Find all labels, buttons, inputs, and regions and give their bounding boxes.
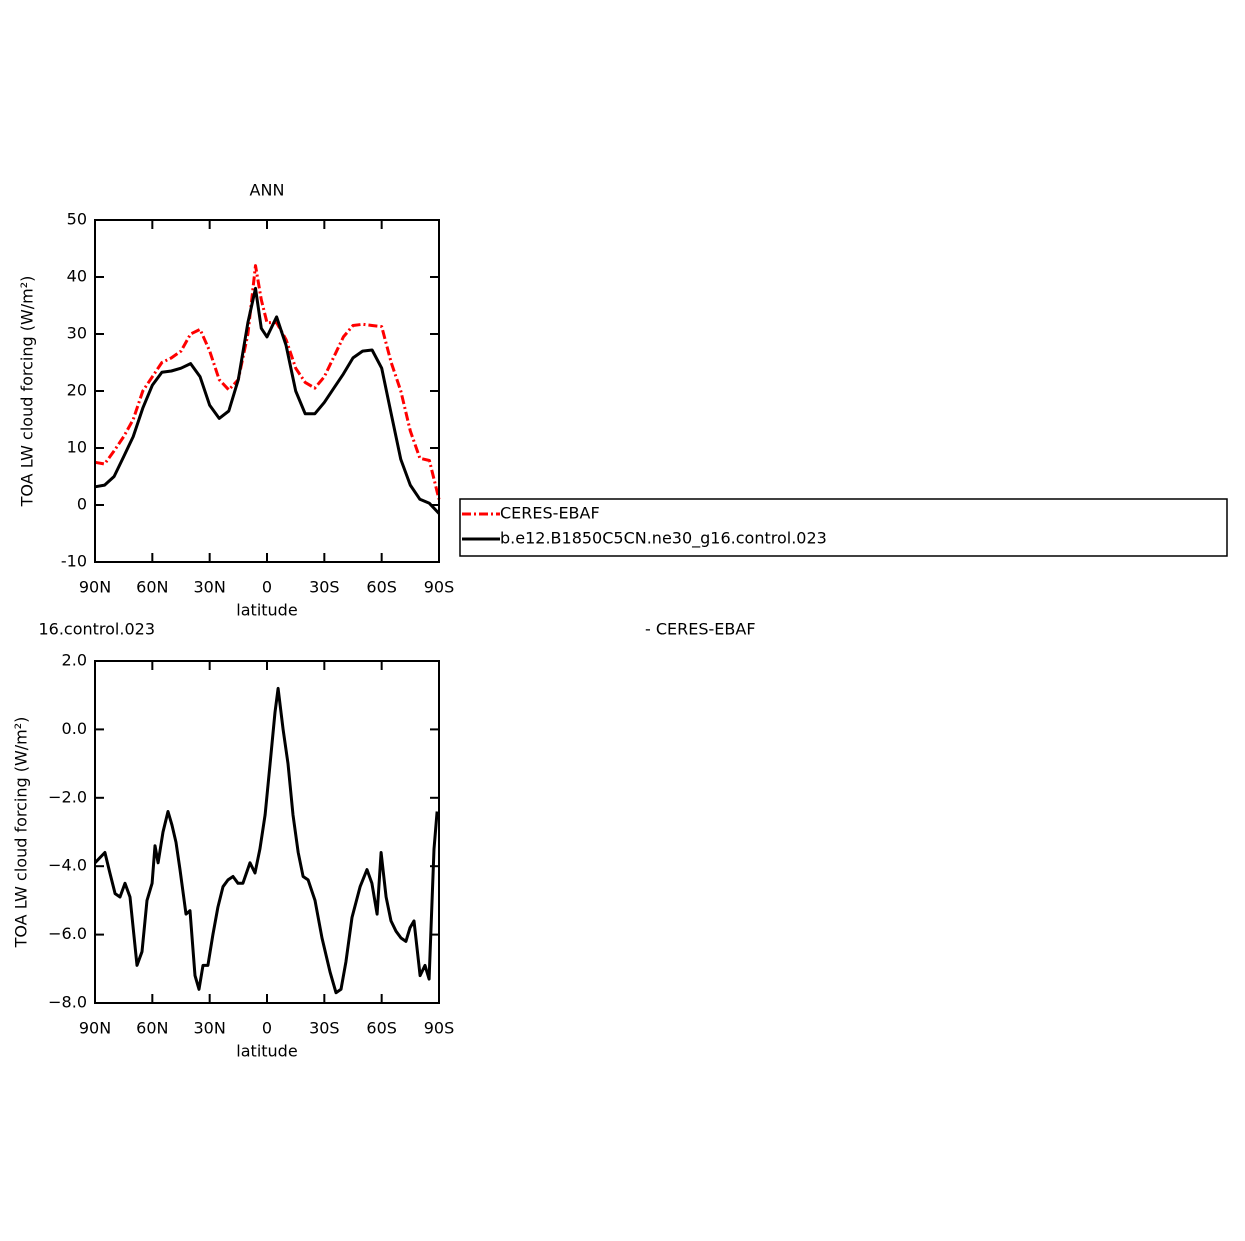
x-axis-label: latitude (236, 1042, 297, 1061)
x-axis-label: latitude (236, 601, 297, 620)
x-tick-label: 30S (309, 1019, 340, 1038)
y-tick-label: −2.0 (48, 787, 87, 806)
x-tick-label: 30N (194, 578, 226, 597)
x-tick-label: 90N (79, 1019, 111, 1038)
y-axis-label: TOA LW cloud forcing (W/m²) (18, 276, 37, 508)
legend-label: b.e12.B1850C5CN.ne30_g16.control.023 (500, 529, 827, 549)
legend-label: CERES-EBAF (500, 504, 600, 523)
x-tick-label: 60S (366, 578, 397, 597)
y-axis-label: TOA LW cloud forcing (W/m²) (12, 717, 31, 949)
data-line (94, 264, 441, 500)
y-tick-label: −6.0 (48, 924, 87, 943)
y-tick-label: −8.0 (48, 993, 87, 1012)
y-tick-label: 20 (67, 381, 87, 400)
x-tick-label: 60N (136, 1019, 168, 1038)
y-tick-label: -10 (61, 552, 87, 571)
y-tick-label: −4.0 (48, 856, 87, 875)
x-tick-label: 30N (194, 1019, 226, 1038)
title-fragment: 16.control.023 (38, 620, 155, 639)
title-fragment: - CERES-EBAF (645, 620, 756, 639)
y-tick-label: 10 (67, 438, 87, 457)
x-tick-label: 60S (366, 1019, 397, 1038)
y-tick-label: 40 (67, 267, 87, 286)
plot-frame (94, 219, 440, 563)
y-tick-label: 2.0 (62, 651, 87, 670)
y-tick-label: 30 (67, 324, 87, 343)
x-tick-label: 90S (424, 578, 455, 597)
x-tick-label: 90S (424, 1019, 455, 1038)
data-line (93, 686, 439, 995)
data-line (94, 286, 441, 515)
plot-frame (94, 660, 440, 1004)
x-tick-label: 30S (309, 578, 340, 597)
x-tick-label: 0 (262, 578, 272, 597)
y-tick-label: 0.0 (62, 719, 87, 738)
chart-title: ANN (250, 181, 285, 200)
x-tick-label: 60N (136, 578, 168, 597)
x-tick-label: 0 (262, 1019, 272, 1038)
y-tick-label: 50 (67, 210, 87, 229)
legend-box (459, 498, 1228, 557)
y-tick-label: 0 (77, 495, 87, 514)
x-tick-label: 90N (79, 578, 111, 597)
